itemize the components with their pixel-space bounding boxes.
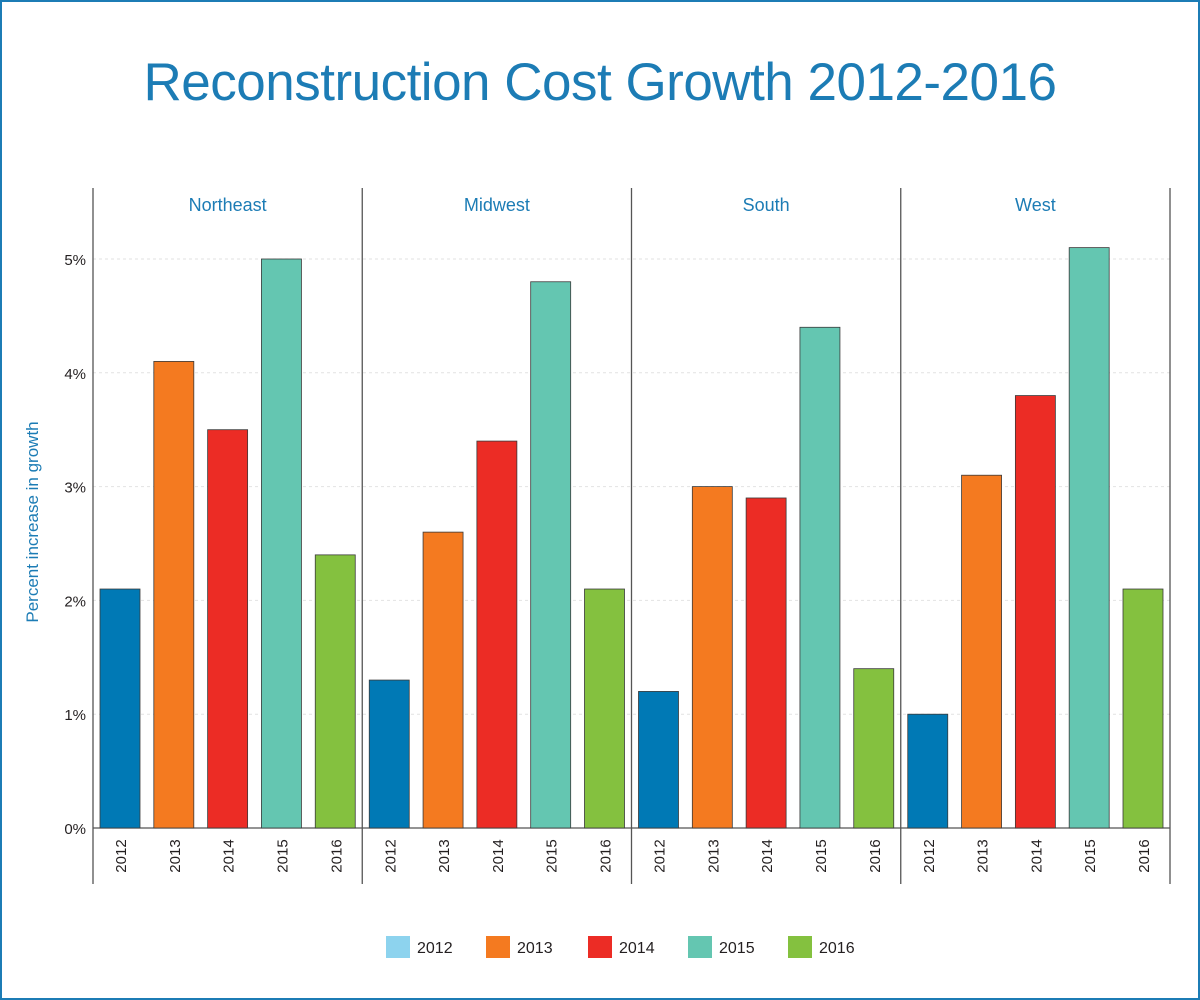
bar-south-2013 — [691, 486, 733, 829]
x-tick-label: 2016 — [1136, 839, 1153, 872]
legend-label-2013: 2013 — [517, 940, 553, 957]
x-tick-label: 2016 — [328, 839, 345, 872]
x-tick-label: 2015 — [1082, 839, 1099, 872]
legend-swatch-2012 — [386, 936, 410, 958]
x-tick-label: 2014 — [1028, 839, 1045, 872]
bar-northeast-2015 — [261, 258, 302, 829]
bar-south-2016 — [853, 668, 895, 829]
panel-title-midwest: Midwest — [464, 195, 530, 215]
bar-midwest-2015 — [530, 281, 572, 829]
y-tick-label: 0% — [64, 821, 86, 838]
bar-west-2012 — [907, 713, 949, 829]
bar-south-2012 — [638, 691, 679, 829]
y-tick-label: 3% — [64, 480, 86, 497]
y-tick-label: 4% — [64, 366, 86, 383]
bar-northeast-2016 — [314, 554, 356, 829]
bar-midwest-2013 — [422, 531, 464, 829]
bar-south-2014 — [745, 497, 787, 829]
x-tick-label: 2014 — [490, 839, 507, 872]
legend-swatch-2014 — [588, 936, 612, 958]
x-tick-label: 2013 — [705, 839, 722, 872]
y-tick-label: 2% — [64, 593, 86, 610]
legend-label-2014: 2014 — [619, 940, 655, 957]
bar-northeast-2014 — [207, 429, 249, 829]
chart-title: Reconstruction Cost Growth 2012-2016 — [143, 53, 1057, 112]
x-tick-label: 2012 — [113, 839, 130, 872]
legend-swatch-2016 — [788, 936, 812, 958]
legend-swatch-2015 — [688, 936, 712, 958]
y-tick-label: 1% — [64, 707, 86, 724]
panel-title-northeast: Northeast — [189, 195, 267, 215]
panel-title-west: West — [1015, 195, 1056, 215]
x-tick-label: 2016 — [867, 839, 884, 872]
x-tick-label: 2013 — [436, 839, 453, 872]
legend-label-2012: 2012 — [417, 940, 453, 957]
x-tick-label: 2015 — [544, 839, 561, 872]
bar-west-2015 — [1068, 247, 1110, 829]
y-tick-label: 5% — [64, 252, 86, 269]
x-tick-label: 2015 — [813, 839, 830, 872]
panel-title-south: South — [743, 195, 790, 215]
bar-northeast-2012 — [99, 588, 141, 829]
x-tick-label: 2012 — [382, 839, 399, 872]
bar-west-2016 — [1122, 588, 1164, 829]
bar-south-2015 — [799, 326, 841, 829]
bar-midwest-2014 — [476, 440, 518, 829]
x-tick-label: 2015 — [274, 839, 291, 872]
legend-label-2015: 2015 — [719, 940, 755, 957]
x-tick-label: 2012 — [921, 839, 938, 872]
x-tick-label: 2013 — [167, 839, 184, 872]
x-tick-label: 2013 — [975, 839, 992, 872]
x-tick-label: 2012 — [652, 839, 669, 872]
legend-label-2016: 2016 — [819, 940, 855, 957]
x-tick-label: 2014 — [759, 839, 776, 872]
x-tick-label: 2016 — [598, 839, 615, 872]
legend-swatch-2013 — [486, 936, 510, 958]
bar-west-2014 — [1014, 395, 1056, 829]
x-tick-label: 2014 — [221, 839, 238, 872]
bar-west-2013 — [961, 474, 1002, 829]
bar-midwest-2016 — [584, 588, 625, 829]
bar-midwest-2012 — [368, 679, 410, 829]
bar-northeast-2013 — [153, 361, 195, 829]
y-axis-label: Percent increase in growth — [23, 421, 42, 622]
